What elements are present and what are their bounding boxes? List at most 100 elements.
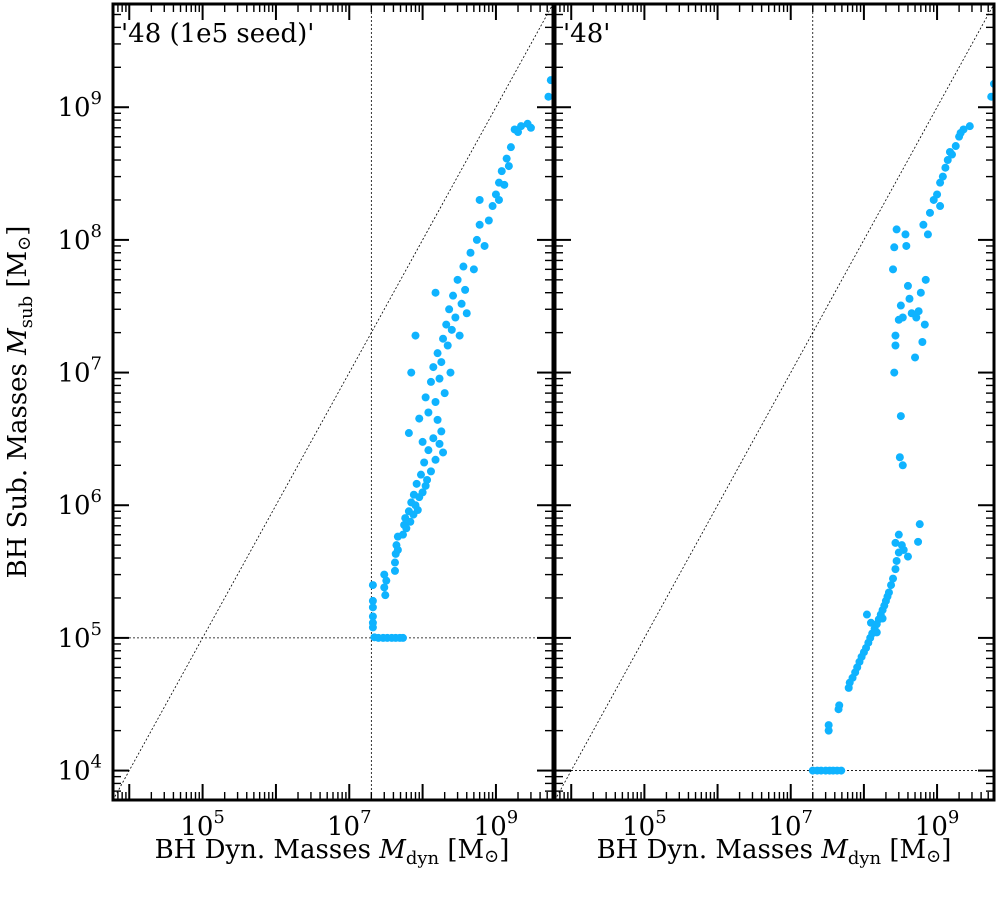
x-tick-label: 107 [768, 807, 813, 842]
y-tick-label: 109 [57, 88, 102, 123]
data-point [890, 243, 899, 252]
x-tick-label-base: 10 [180, 812, 213, 842]
data-point [368, 623, 377, 632]
data-point [920, 320, 929, 329]
y-tick-label: 108 [57, 221, 102, 256]
data-point [393, 545, 402, 554]
y-tick-label-base: 10 [57, 226, 90, 256]
data-point [453, 275, 462, 284]
data-point [435, 374, 444, 383]
data-point [368, 596, 377, 605]
data-point [459, 262, 468, 271]
data-point [480, 241, 489, 250]
data-point [895, 453, 904, 462]
data-point [368, 603, 377, 612]
y-axis-label-unit: [M [3, 251, 33, 296]
data-point [466, 248, 475, 257]
x-axis-label-unit: [M [439, 835, 484, 865]
x-tick-label: 105 [622, 807, 667, 842]
data-point [911, 353, 920, 362]
data-point [884, 588, 893, 597]
data-point [903, 552, 912, 561]
data-point [424, 408, 433, 417]
data-point [475, 195, 484, 204]
data-point [413, 506, 422, 515]
data-point [824, 721, 833, 730]
panel-frame [553, 2, 996, 802]
data-point [902, 241, 911, 250]
x-axis-label-close: ] [499, 835, 509, 865]
data-point [936, 202, 945, 211]
data-point [455, 331, 464, 340]
data-point [835, 701, 844, 710]
panel-2: 105 107 109'48' [553, 2, 996, 842]
data-point [517, 122, 526, 131]
panel-frame [111, 2, 555, 802]
data-point [918, 337, 927, 346]
plot-area [113, 4, 553, 800]
data-point [514, 128, 523, 137]
x-axis-label-left: BH Dyn. Masses Mdyn [M⊙] [155, 835, 510, 869]
data-point [905, 294, 914, 303]
plot-area [555, 4, 994, 800]
data-point [407, 368, 416, 377]
data-point [415, 414, 424, 423]
x-axis-label-close: ] [941, 835, 951, 865]
x-axis-label-sun: ⊙ [926, 846, 941, 867]
data-point [941, 163, 950, 172]
data-point [494, 195, 503, 204]
data-point [497, 167, 506, 176]
one-to-one-line [113, 4, 553, 800]
data-point [426, 377, 435, 386]
x-axis-label-symbol: M [378, 835, 407, 865]
y-axis-label: BH Sub. Masses Msub [M⊙] [3, 226, 37, 579]
data-point [368, 581, 377, 590]
data-point [488, 202, 497, 211]
data-point [416, 470, 425, 479]
data-point [878, 614, 887, 623]
data-point [382, 576, 391, 585]
data-point [411, 331, 420, 340]
data-point [412, 479, 421, 488]
data-point [426, 467, 435, 476]
data-point [437, 427, 446, 436]
y-tick-label: 105 [57, 619, 102, 654]
data-point [433, 415, 442, 424]
data-point [435, 439, 444, 448]
data-point [936, 178, 945, 187]
data-point [901, 230, 910, 239]
x-tick-label: 109 [915, 807, 960, 842]
data-point [872, 628, 881, 637]
y-tick-label-exponent: 5 [91, 619, 102, 640]
data-point [462, 309, 471, 318]
data-point [380, 570, 389, 579]
data-point [429, 434, 438, 443]
x-axis-label-prefix: BH Dyn. Masses [597, 835, 822, 865]
data-point [449, 291, 458, 300]
data-point [443, 341, 452, 350]
y-tick-label-exponent: 7 [91, 354, 102, 375]
data-point [504, 162, 513, 171]
x-axis-label-prefix: BH Dyn. Masses [155, 835, 380, 865]
y-tick-label: 106 [57, 486, 102, 521]
data-point [506, 143, 515, 152]
data-point [938, 172, 947, 181]
y-tick-label-exponent: 8 [91, 221, 102, 242]
x-axis-label-subscript: dyn [848, 848, 882, 869]
data-point [889, 265, 898, 274]
data-point [987, 92, 994, 101]
data-point [890, 368, 899, 377]
data-point [433, 349, 442, 358]
data-point [943, 156, 952, 165]
y-tick-label-exponent: 4 [91, 752, 102, 773]
data-point [421, 393, 430, 402]
data-point [921, 275, 930, 284]
data-point [439, 334, 448, 343]
data-point [544, 92, 553, 101]
data-point [368, 612, 377, 621]
data-point [965, 122, 974, 131]
one-to-one-line [555, 4, 994, 800]
y-tick-label: 107 [57, 354, 102, 389]
